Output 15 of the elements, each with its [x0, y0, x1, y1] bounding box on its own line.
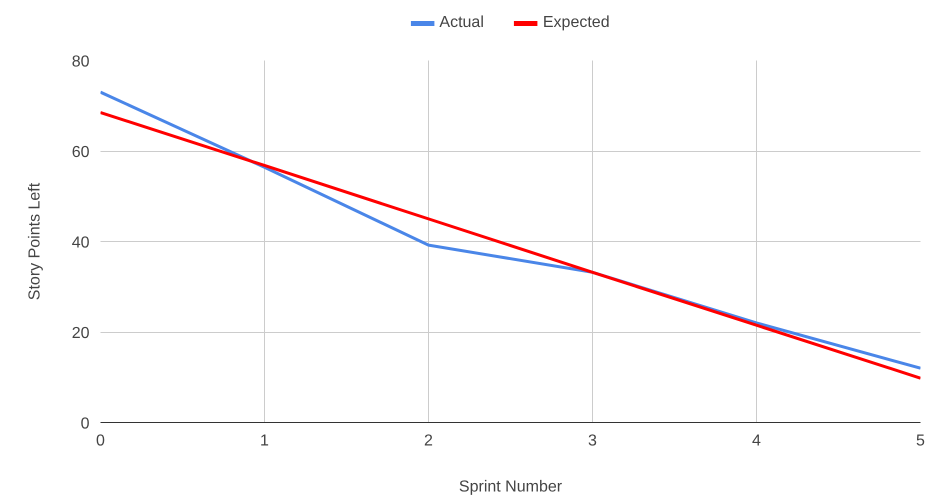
y-tick-label: 80	[72, 54, 90, 70]
x-tick-label: 2	[424, 432, 434, 450]
x-tick-label: 4	[752, 432, 762, 450]
legend-label: Actual	[439, 14, 484, 32]
y-axis-title: Story Points Left	[26, 182, 44, 300]
x-tick-label: 0	[96, 432, 106, 450]
y-tick-label: 20	[72, 325, 90, 342]
x-tick-label: 5	[916, 432, 926, 450]
y-tick-label: 40	[72, 234, 90, 252]
y-tick-label: 0	[80, 416, 90, 432]
legend-label: Expected	[542, 14, 610, 32]
y-tick-label: 60	[72, 144, 90, 161]
x-tick-label: 1	[260, 432, 270, 450]
x-tick-label: 3	[588, 432, 598, 450]
x-axis-title: Sprint Number	[458, 478, 563, 496]
